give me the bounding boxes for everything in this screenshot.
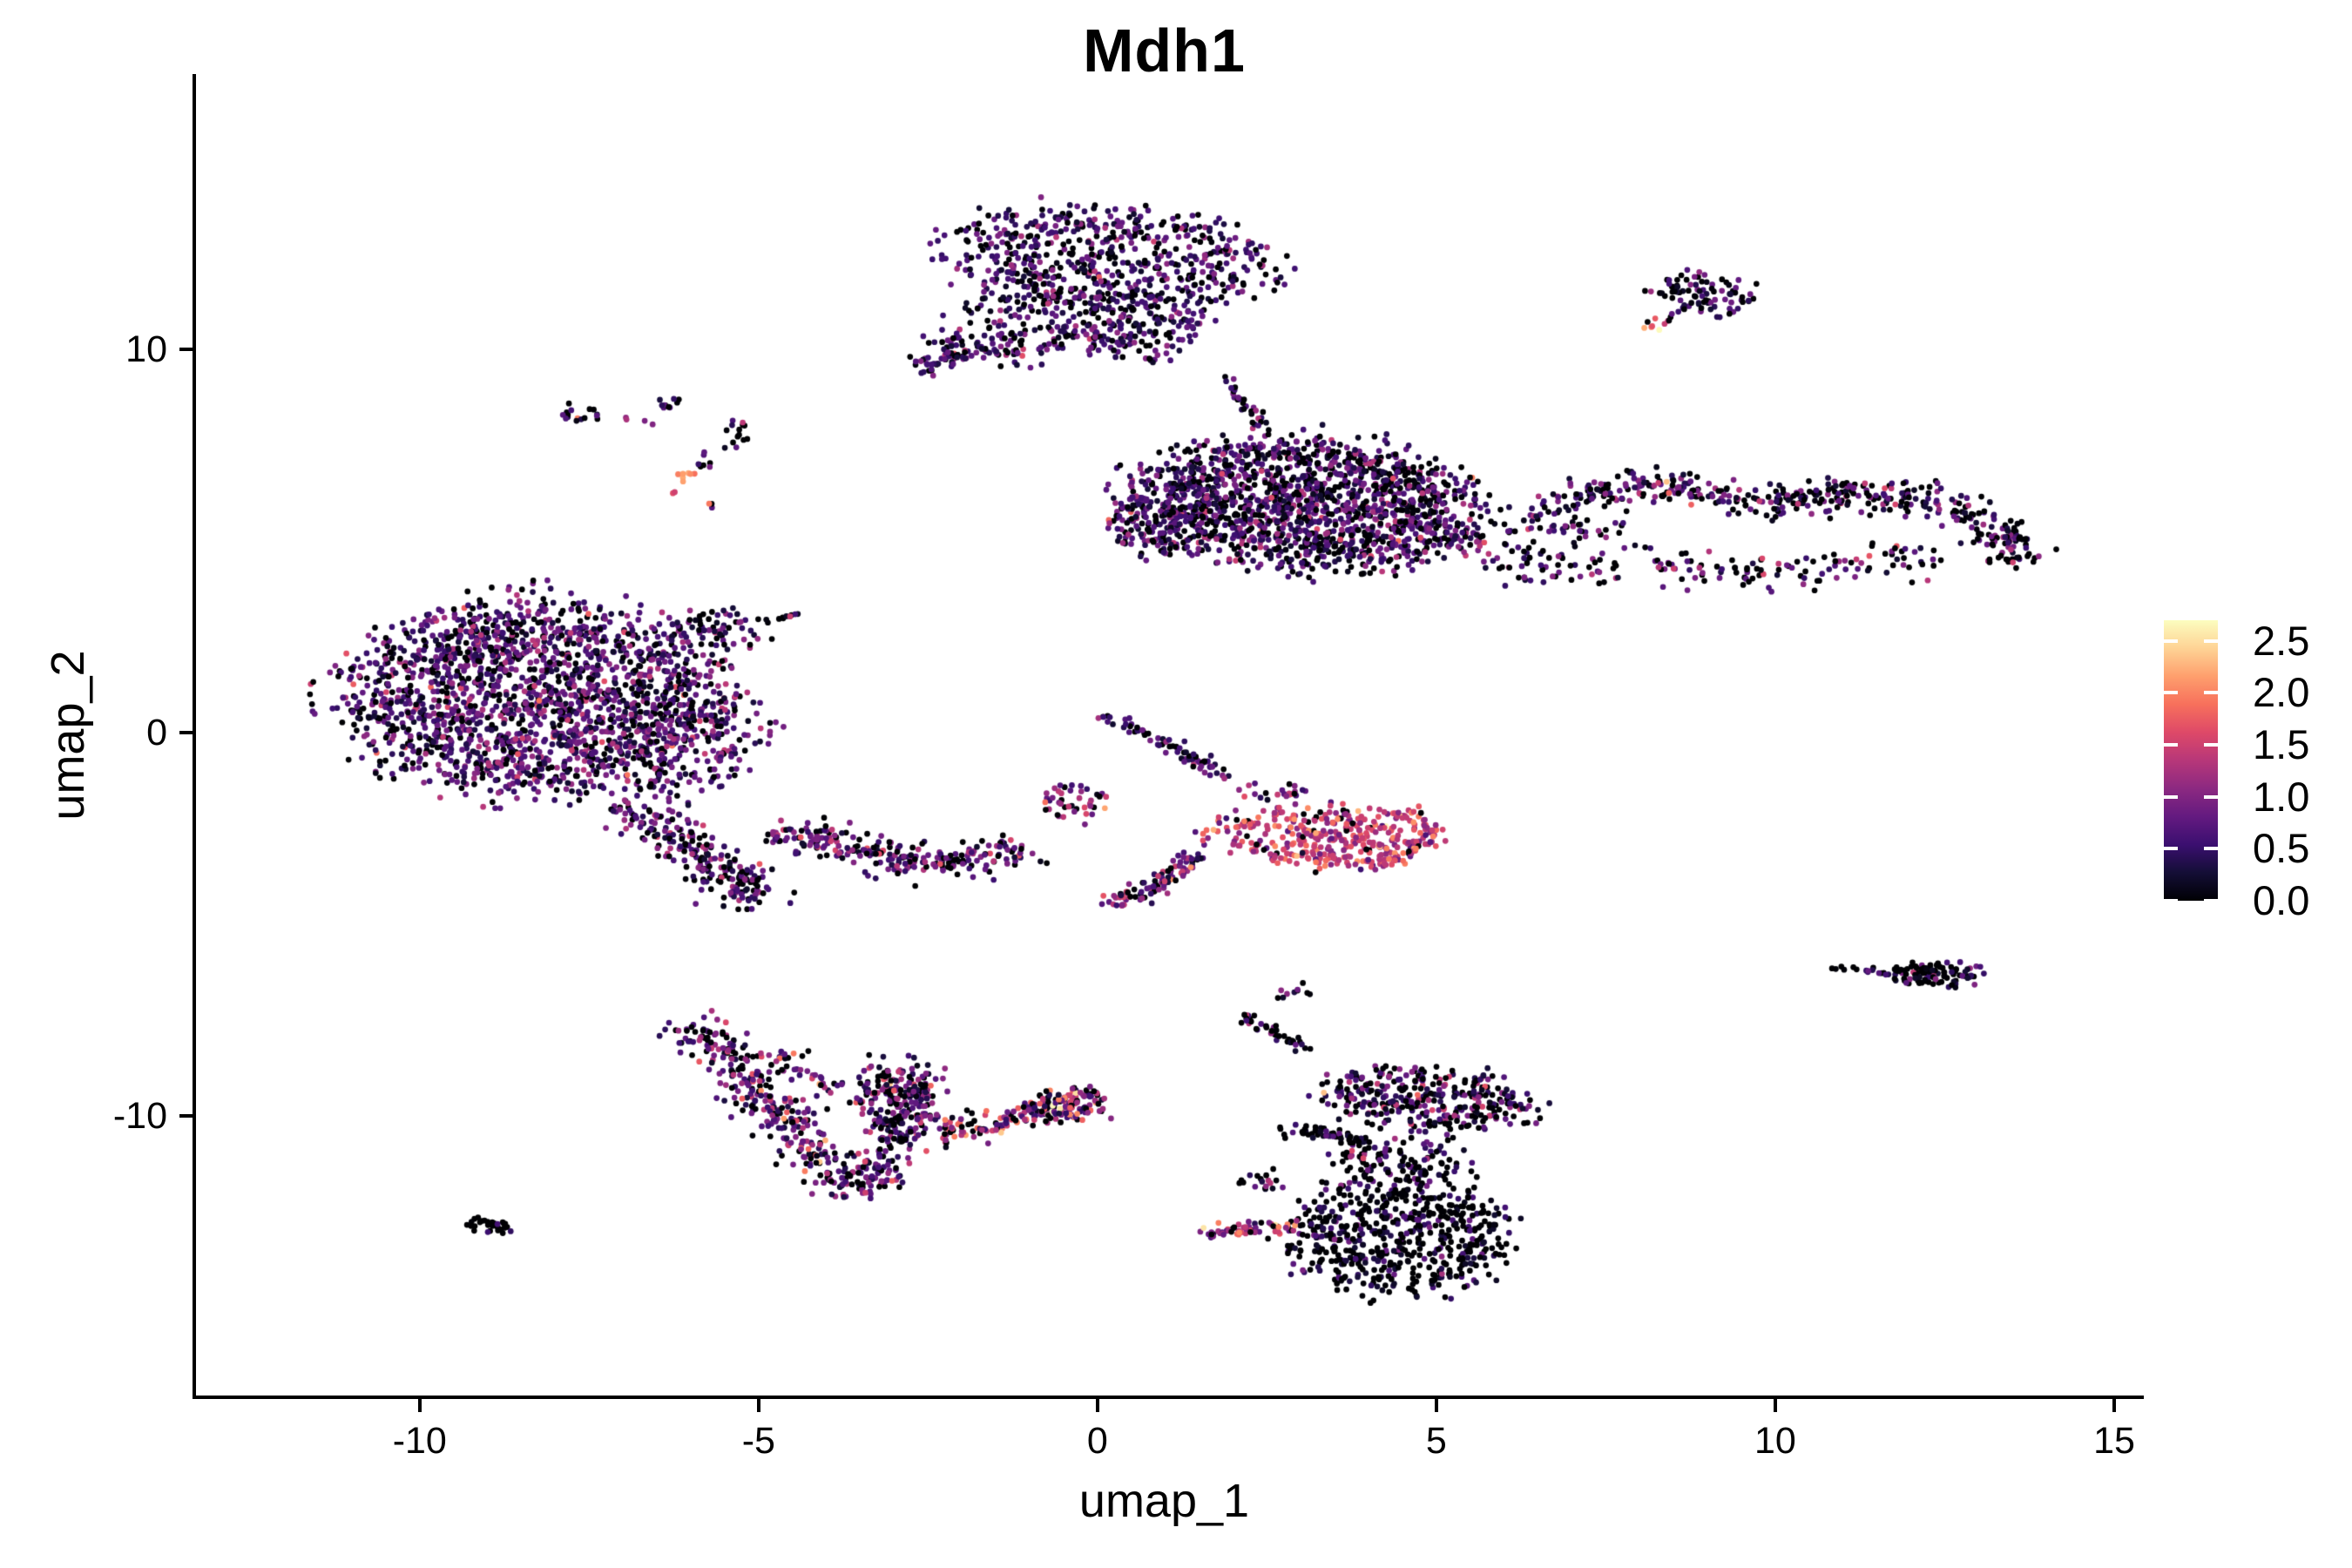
x-tick-label: -5 (741, 1420, 775, 1462)
colorbar-tick-label: 2.5 (2253, 617, 2310, 664)
colorbar-gradient (2164, 620, 2218, 901)
colorbar-tick-mark (2164, 899, 2178, 902)
x-tick-label: 5 (1425, 1420, 1447, 1462)
colorbar-tick-mark (2204, 899, 2218, 902)
colorbar-tick-mark (2164, 794, 2178, 799)
colorbar-tick-label: 2.0 (2253, 669, 2310, 716)
colorbar-tick-mark (2204, 691, 2218, 695)
colorbar-tick-label: 0.0 (2253, 877, 2310, 923)
y-tick-label: -10 (112, 1094, 167, 1137)
colorbar-tick-mark (2204, 847, 2218, 851)
y-tick-mark (179, 1113, 193, 1118)
colorbar-tick-mark (2204, 794, 2218, 799)
x-tick-label: 10 (1754, 1420, 1796, 1462)
colorbar-tick-mark (2164, 639, 2178, 643)
colorbar-tick-mark (2164, 743, 2178, 747)
x-tick-mark (1434, 1399, 1438, 1412)
y-tick-mark (179, 347, 193, 351)
y-axis-title: umap_2 (42, 650, 94, 821)
colorbar-tick-label: 0.5 (2253, 825, 2310, 872)
colorbar-tick-mark (2204, 639, 2218, 643)
colorbar-tick-label: 1.5 (2253, 721, 2310, 768)
x-tick-label: -10 (392, 1420, 447, 1462)
x-tick-label: 15 (2093, 1420, 2135, 1462)
colorbar-tick-mark (2164, 847, 2178, 851)
colorbar-tick-mark (2204, 743, 2218, 747)
x-tick-mark (756, 1399, 760, 1412)
x-axis-line (193, 1396, 2144, 1399)
x-tick-mark (2112, 1399, 2116, 1412)
y-tick-label: 10 (125, 328, 167, 370)
x-tick-label: 0 (1086, 1420, 1108, 1462)
x-tick-mark (417, 1399, 422, 1412)
x-axis-title: umap_1 (1078, 1475, 1250, 1527)
y-tick-label: 0 (146, 711, 167, 754)
y-axis-line (193, 74, 196, 1399)
x-tick-mark (1773, 1399, 1777, 1412)
y-tick-mark (179, 730, 193, 734)
x-tick-mark (1095, 1399, 1099, 1412)
colorbar-tick-mark (2164, 691, 2178, 695)
colorbar-tick-label: 1.0 (2253, 773, 2310, 820)
